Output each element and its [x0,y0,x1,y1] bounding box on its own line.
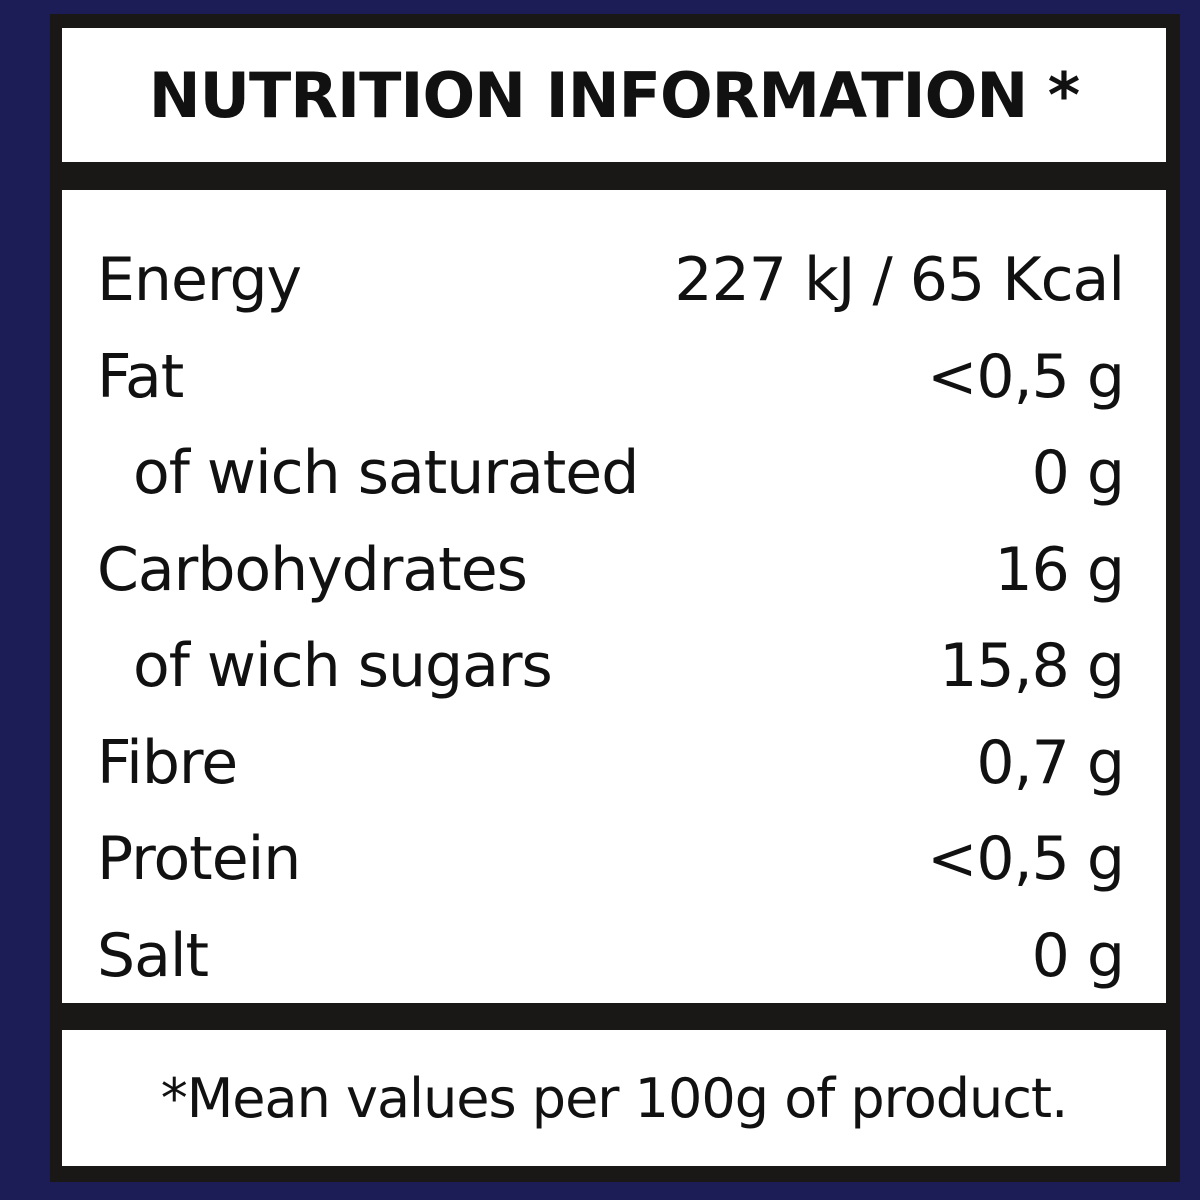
nutrient-label: Salt [97,920,209,991]
title: NUTRITION INFORMATION * [148,58,1080,132]
table-row: Fat <0,5 g [97,329,1125,425]
nutrient-value: 15,8 g [939,631,1125,701]
header-box: NUTRITION INFORMATION * [62,28,1166,162]
nutrient-value: <0,5 g [927,341,1125,412]
nutrient-value: 16 g [994,534,1125,605]
label-frame: NUTRITION INFORMATION * Energy 227 kJ / 6… [50,14,1180,1182]
table-row: Protein <0,5 g [97,811,1125,907]
footnote-box: *Mean values per 100g of product. [62,1030,1166,1166]
nutrient-value: <0,5 g [927,824,1125,894]
table-row: Energy 227 kJ / 65 Kcal [97,232,1125,328]
nutrient-label: Protein [97,824,301,894]
nutrient-value: 0 g [1031,438,1125,508]
nutrient-label: of wich sugars [133,631,553,701]
nutrient-label: Fibre [97,727,238,798]
nutrient-value: 0,7 g [976,727,1125,798]
footnote: *Mean values per 100g of product. [160,1066,1069,1130]
table-row: Carbohydrates 16 g [97,522,1125,618]
nutrient-label: of wich saturated [133,438,639,508]
nutrient-label: Carbohydrates [97,534,528,605]
nutrient-label: Fat [97,341,184,412]
table-row: of wich saturated 0 g [97,425,1125,521]
table-row: Fibre 0,7 g [97,715,1125,811]
nutrient-label: Energy [97,245,302,315]
table-row: of wich sugars 15,8 g [97,618,1125,714]
table-row: Salt 0 g [97,908,1125,1004]
nutrient-value: 227 kJ / 65 Kcal [674,245,1125,315]
nutrition-table: Energy 227 kJ / 65 Kcal Fat <0,5 g of wich s… [62,190,1166,1003]
nutrient-value: 0 g [1031,920,1125,991]
